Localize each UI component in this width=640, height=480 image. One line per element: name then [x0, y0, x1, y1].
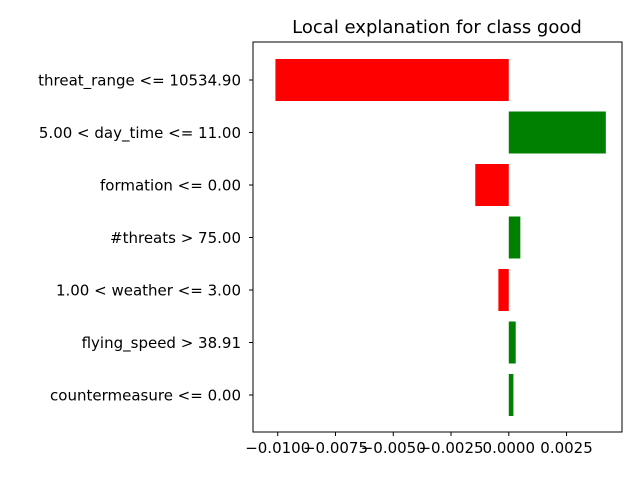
y-tick-label: countermeasure <= 0.00 — [50, 387, 241, 405]
x-tick-label: 0.0025 — [540, 439, 593, 457]
plot-frame — [252, 41, 623, 433]
y-tick-label: threat_range <= 10534.90 — [38, 72, 241, 91]
bars-group — [275, 59, 606, 416]
bar — [508, 374, 514, 416]
bar — [508, 216, 521, 259]
x-tick-label: −0.0025 — [418, 439, 483, 457]
x-tick-label: −0.0050 — [361, 439, 426, 457]
chart-title: Local explanation for class good — [292, 17, 582, 38]
y-tick-label: 1.00 < weather <= 3.00 — [56, 282, 241, 300]
x-tick-label: −0.0100 — [245, 439, 310, 457]
bar — [508, 321, 516, 364]
y-tick-label: flying_speed > 38.91 — [82, 334, 241, 353]
bar — [275, 59, 509, 101]
bar — [475, 164, 509, 206]
bar — [498, 269, 509, 311]
y-tick-label: formation <= 0.00 — [100, 177, 241, 195]
bar — [508, 111, 606, 154]
x-tick-label: 0.0000 — [483, 439, 536, 457]
y-tick-label: 5.00 < day_time <= 11.00 — [39, 124, 241, 143]
y-tick-label: #threats > 75.00 — [110, 229, 241, 247]
x-tick-label: −0.0075 — [303, 439, 368, 457]
y-tick-labels: threat_range <= 10534.90 5.00 < day_time … — [38, 72, 253, 405]
